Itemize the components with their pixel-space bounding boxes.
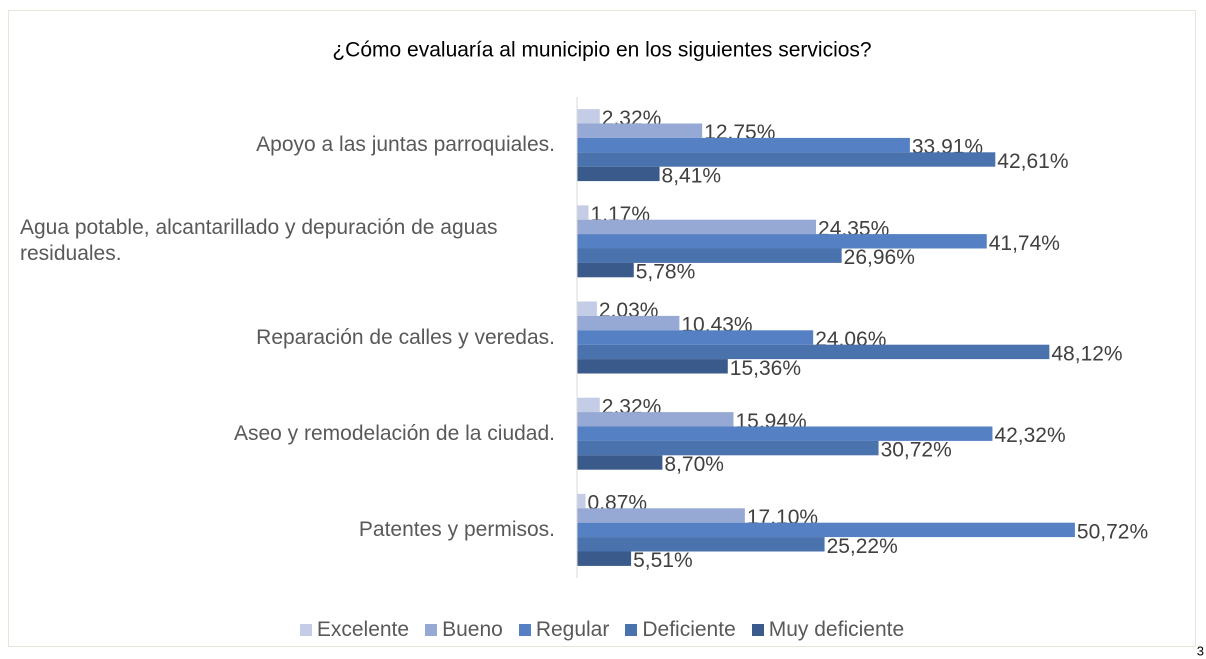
category-label: Reparación de calles y veredas.	[20, 325, 555, 351]
data-label: 26,96%	[844, 246, 915, 269]
data-label: 41,74%	[989, 232, 1060, 255]
legend-item: Bueno	[425, 618, 503, 642]
bar	[577, 315, 680, 331]
legend-item: Regular	[518, 618, 610, 642]
category-text: Patentes y permisos.	[358, 517, 555, 541]
data-label: 8,41%	[662, 164, 722, 187]
bar	[577, 455, 663, 470]
category-text: Aseo y remodelación de la ciudad.	[233, 421, 555, 445]
bar	[577, 440, 879, 456]
bar	[577, 344, 1050, 360]
bar	[577, 508, 745, 523]
bar	[577, 426, 993, 441]
bar	[577, 234, 987, 249]
bar	[577, 205, 589, 220]
legend-item: Excelente	[299, 618, 410, 642]
legend-swatch	[299, 624, 312, 636]
bar	[577, 137, 910, 153]
bar	[577, 123, 703, 138]
legend-label: Deficiente	[642, 618, 736, 641]
category-label: Agua potable, alcantarillado y depuració…	[20, 215, 555, 267]
legend-swatch	[518, 624, 531, 636]
data-label: 5,78%	[636, 261, 696, 284]
bar	[577, 493, 586, 509]
category-label: Apoyo a las juntas parroquiales.	[20, 132, 555, 158]
category-text: Agua potable, alcantarillado y depuració…	[20, 216, 498, 266]
data-label: 50,72%	[1077, 520, 1148, 543]
bar	[577, 522, 1075, 538]
chart-title: ¿Cómo evaluaría al municipio en los sigu…	[332, 39, 871, 62]
data-label: 25,22%	[827, 535, 898, 558]
legend-item: Muy deficiente	[751, 618, 905, 642]
page-number: 3	[1197, 643, 1204, 658]
bar	[577, 359, 728, 374]
category-label: Aseo y remodelación de la ciudad.	[20, 421, 555, 447]
data-label: 30,72%	[881, 439, 952, 462]
bar	[577, 412, 734, 427]
data-label: 42,61%	[997, 150, 1068, 173]
bar	[577, 397, 600, 413]
bar	[577, 330, 814, 345]
bar	[577, 537, 825, 552]
data-label: 15,36%	[730, 357, 801, 380]
legend-swatch	[625, 624, 638, 636]
bar	[577, 109, 600, 124]
legend-label: Bueno	[442, 618, 503, 641]
bar	[577, 551, 632, 566]
bar	[577, 262, 634, 278]
legend-label: Excelente	[316, 618, 410, 641]
category-label: Patentes y permisos.	[20, 517, 555, 543]
legend-label: Regular	[535, 618, 610, 641]
category-text: Apoyo a las juntas parroquiales.	[256, 133, 555, 157]
legend-label: Muy deficiente	[768, 618, 905, 641]
bar	[577, 248, 842, 263]
data-label: 42,32%	[994, 424, 1065, 447]
bar	[577, 152, 996, 167]
data-label: 5,51%	[633, 549, 693, 572]
legend-item: Deficiente	[625, 618, 736, 642]
data-label: 48,12%	[1051, 342, 1122, 365]
data-label: 8,70%	[664, 453, 724, 476]
legend-swatch	[751, 624, 764, 636]
legend: Excelente Bueno Regular Deficiente Muy defic…	[8, 618, 1196, 642]
bar	[577, 219, 817, 235]
legend-swatch	[425, 624, 438, 636]
category-text: Reparación de calles y veredas.	[256, 325, 555, 349]
bar	[577, 166, 660, 182]
bar	[577, 301, 597, 316]
